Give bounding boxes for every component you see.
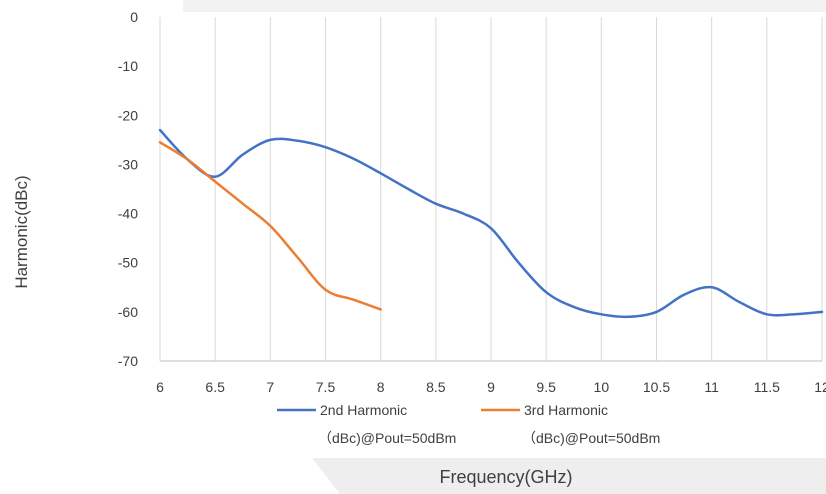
x-tick-labels: 6 6.5 7 7.5 8 8.5 9 9.5 10 10.5 11 11.5 12	[156, 379, 826, 395]
x-tick-label: 12	[814, 379, 826, 395]
x-tick-label: 9.5	[536, 379, 556, 395]
y-tick-label: -40	[118, 206, 138, 222]
x-axis-title: Frequency(GHz)	[439, 467, 572, 487]
y-tick-label: -30	[118, 156, 138, 172]
y-tick-label: -60	[118, 304, 138, 320]
legend: 2nd Harmonic （dBc)@Pout=50dBm 3rd Harmon…	[277, 402, 660, 446]
series-lines	[158, 128, 824, 319]
y-tick-label: -10	[118, 58, 138, 74]
y-axis-title: Harmonic(dBc)	[12, 175, 31, 288]
y-tick-label: -50	[118, 255, 138, 271]
x-tick-label: 7	[266, 379, 274, 395]
series-line-3rd-harmonic	[158, 141, 382, 311]
x-tick-label: 11	[704, 379, 719, 395]
x-tick-label: 9	[487, 379, 495, 395]
x-tick-label: 7.5	[316, 379, 336, 395]
legend-label-2nd: 2nd Harmonic	[320, 402, 407, 418]
x-tick-label: 6	[156, 379, 164, 395]
y-tick-label: -20	[118, 107, 138, 123]
x-tick-label: 8.5	[426, 379, 446, 395]
x-tick-label: 8	[377, 379, 385, 395]
x-tick-label: 11.5	[754, 379, 780, 395]
legend-label-2nd-line2: （dBc)@Pout=50dBm	[318, 430, 456, 446]
y-tick-label: -70	[118, 353, 138, 369]
series-line-2nd-harmonic	[158, 128, 824, 319]
legend-label-3rd: 3rd Harmonic	[524, 402, 608, 418]
legend-label-3rd-line2: （dBc)@Pout=50dBm	[522, 430, 660, 446]
top-band	[183, 0, 826, 12]
bottom-band	[312, 458, 826, 494]
y-tick-label: 0	[130, 9, 138, 25]
y-tick-labels: 0 -10 -20 -30 -40 -50 -60 -70	[118, 9, 138, 369]
x-tick-label: 6.5	[205, 379, 225, 395]
x-tick-label: 10.5	[643, 379, 670, 395]
x-tick-label: 10	[594, 379, 610, 395]
grid-lines	[159, 17, 823, 362]
